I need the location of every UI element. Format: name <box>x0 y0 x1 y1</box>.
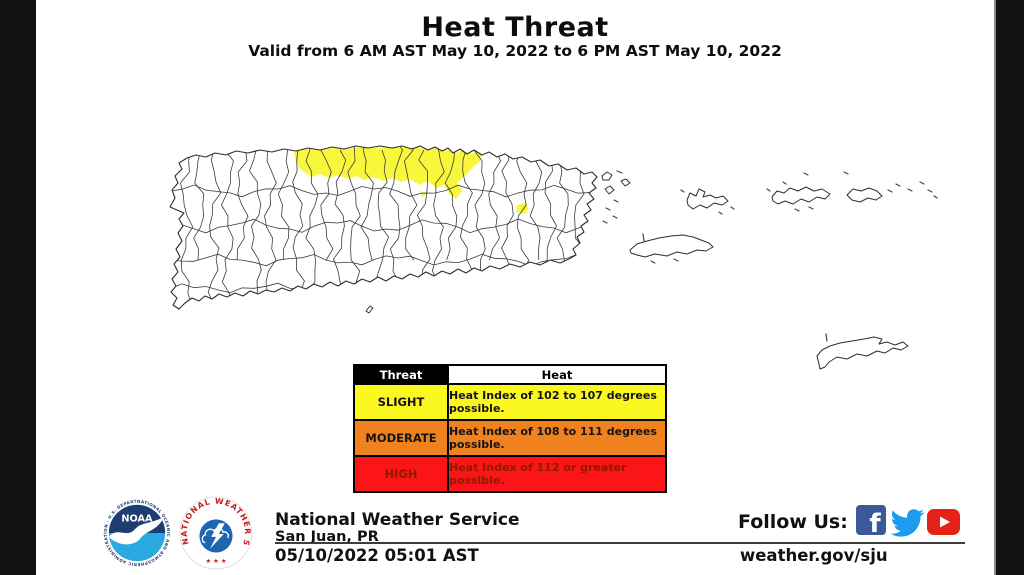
legend-desc-high: Heat Index of 112 or greater possible. <box>449 461 627 487</box>
legend-header-threat: Threat <box>355 366 449 383</box>
youtube-icon[interactable] <box>927 509 960 535</box>
right-letterbox <box>996 0 1024 575</box>
screen-edge-divider <box>994 0 996 575</box>
st-john-island <box>843 171 938 203</box>
threat-legend-table: Threat Heat SLIGHT Heat Index of 102 to … <box>353 364 667 493</box>
facebook-icon[interactable]: f <box>856 505 886 535</box>
legend-desc-moderate: Heat Index of 108 to 111 degrees possibl… <box>449 425 657 451</box>
page-title: Heat Threat <box>421 12 609 43</box>
legend-row-slight: SLIGHT Heat Index of 102 to 107 degrees … <box>355 383 665 419</box>
svg-text:f: f <box>869 509 881 535</box>
northeast-islets <box>601 170 631 224</box>
agency-name: National Weather Service <box>275 510 520 530</box>
graphic-canvas: Heat Threat Valid from 6 AM AST May 10, … <box>36 0 994 575</box>
st-thomas-island <box>766 172 831 212</box>
vieques-island <box>629 233 714 264</box>
mainland-coastline <box>169 145 598 310</box>
culebra-island <box>680 188 735 215</box>
legend-label-moderate: MODERATE <box>355 421 449 455</box>
issuance-timestamp: 05/10/2022 05:01 AST <box>275 546 479 565</box>
noaa-gull-icon <box>108 516 165 545</box>
legend-row-moderate: MODERATE Heat Index of 108 to 111 degree… <box>355 419 665 455</box>
office-name: San Juan, PR <box>275 529 379 545</box>
noaa-logo: NATIONAL OCEANIC AND ATMOSPHERIC ADMINIS… <box>100 496 174 570</box>
twitter-icon[interactable] <box>889 505 925 541</box>
noaa-wordmark: NOAA <box>121 513 153 524</box>
follow-us-label: Follow Us: <box>738 511 848 533</box>
legend-header-heat: Heat <box>449 366 665 383</box>
nws-cloud-icon <box>201 527 229 544</box>
valid-period-subtitle: Valid from 6 AM AST May 10, 2022 to 6 PM… <box>248 42 782 60</box>
st-croix-island <box>816 333 909 370</box>
puerto-rico-heat-threat-map <box>169 145 938 370</box>
nws-logo: NATIONAL WEATHER SERVICE ★ ★ ★ <box>179 496 253 570</box>
legend-desc-slight: Heat Index of 102 to 107 degrees possibl… <box>449 389 657 415</box>
mainland-landmass <box>170 146 597 309</box>
legend-header-row: Threat Heat <box>355 366 665 383</box>
website-url[interactable]: weather.gov/sju <box>740 546 888 565</box>
legend-label-high: HIGH <box>355 457 449 491</box>
left-letterbox <box>0 0 36 575</box>
legend-row-high: HIGH Heat Index of 112 or greater possib… <box>355 455 665 491</box>
nws-stars: ★ ★ ★ <box>206 558 227 565</box>
legend-label-slight: SLIGHT <box>355 385 449 419</box>
caja-de-muertos-islet <box>365 305 374 314</box>
nws-lightning-icon <box>210 523 225 549</box>
footer-divider-rule <box>275 542 965 544</box>
